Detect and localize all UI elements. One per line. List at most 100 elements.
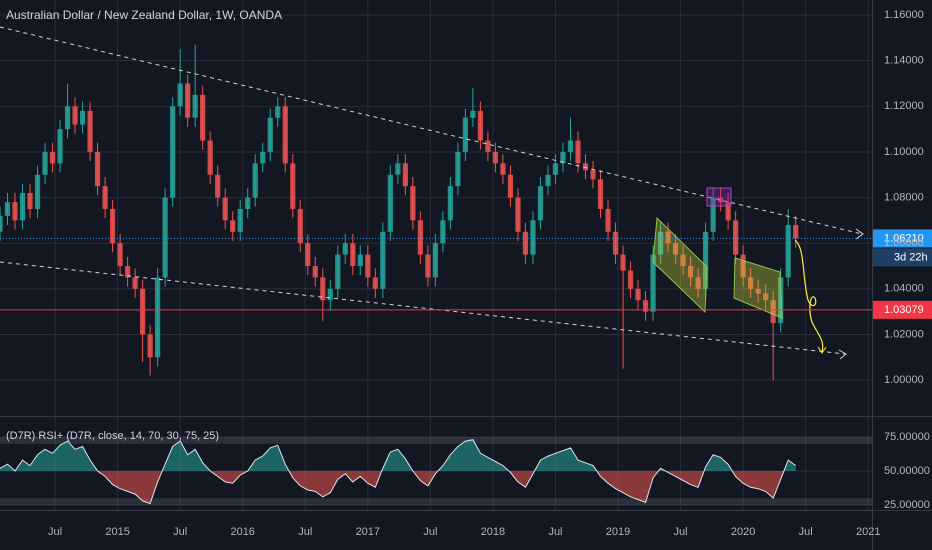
candle-body	[19, 193, 26, 221]
y-tick-label: 1.08000	[884, 191, 924, 203]
rsi-title: (D7R) RSI+ (D7R, close, 14, 70, 30, 75, …	[6, 430, 219, 442]
candle-body	[260, 151, 266, 164]
candle-body	[778, 277, 784, 324]
rsi-line	[0, 439, 796, 505]
projection-curve	[794, 239, 824, 353]
candle-body	[222, 197, 228, 221]
countdown-label: 3d 22h	[894, 251, 928, 263]
candle-body	[417, 220, 423, 255]
candle-body	[282, 106, 288, 164]
y-tick-label: 1.10000	[884, 146, 924, 158]
countdown-box	[873, 248, 932, 267]
candle-body	[342, 243, 348, 255]
candle-body	[12, 202, 18, 221]
x-tick-label: Jul	[298, 526, 312, 538]
candle-body	[230, 220, 236, 232]
arrow-head	[817, 346, 827, 354]
lower-trendline	[0, 261, 846, 355]
rsi-band	[0, 437, 872, 444]
candle-body	[297, 208, 303, 244]
candle-body	[320, 277, 326, 301]
candle-body	[763, 293, 769, 301]
y-tick-label: 1.04000	[884, 283, 924, 295]
candle-body	[335, 254, 341, 289]
x-tick-label: 2020	[731, 526, 755, 538]
candle-body	[725, 202, 731, 221]
candle-body	[755, 288, 761, 294]
candle-body	[162, 197, 168, 278]
candle-body	[687, 266, 694, 278]
candle-body	[327, 288, 333, 301]
candle-body	[500, 163, 506, 175]
candle-body	[560, 151, 566, 164]
candle-body	[290, 163, 296, 209]
candle-body	[537, 186, 544, 221]
price-label-box	[873, 300, 932, 319]
rsi-zone-fill	[0, 470, 796, 504]
candle-body	[42, 151, 48, 175]
x-tick-label: 2021	[856, 526, 880, 538]
candle-body	[612, 231, 619, 255]
candle-body	[305, 243, 311, 267]
candle-body	[109, 208, 116, 244]
candle-body	[470, 110, 476, 118]
candle-body	[0, 215, 3, 232]
candle-body	[590, 170, 596, 180]
candle-body	[72, 106, 78, 125]
rsi	[0, 439, 796, 505]
candle-body	[642, 300, 649, 312]
candle-body	[177, 83, 183, 107]
rsi-tick-label: 75.00000	[884, 431, 930, 443]
x-tick-label: 2015	[105, 526, 129, 538]
candle-body	[57, 129, 63, 164]
candle-body	[485, 140, 491, 152]
candle-body	[657, 231, 664, 255]
x-tick-label: Jul	[674, 526, 688, 538]
candle-body	[147, 334, 153, 358]
candle-body	[275, 106, 281, 118]
candle-body	[650, 254, 656, 312]
candle-body	[530, 220, 536, 255]
candle-body	[252, 163, 258, 198]
candle-body	[124, 266, 131, 278]
candle-body	[567, 140, 574, 152]
candle-body	[627, 270, 634, 289]
candle-body	[64, 106, 71, 130]
candle-body	[620, 254, 626, 271]
channel	[652, 216, 708, 314]
box	[706, 187, 732, 207]
y-tick-label: 1.16000	[884, 9, 924, 21]
candle-body	[350, 243, 356, 267]
candle-body	[672, 243, 679, 255]
candle-body	[605, 208, 611, 232]
candle-body	[79, 110, 86, 125]
candle-body	[237, 208, 243, 232]
arrow-head	[838, 349, 847, 360]
candle-body	[207, 140, 213, 175]
candle-body	[733, 220, 739, 255]
candle-body	[27, 193, 33, 209]
upper-trendline	[0, 26, 863, 235]
rsi-zone-fill	[0, 439, 796, 471]
candle-body	[170, 106, 176, 198]
candle-body	[192, 94, 198, 118]
rsi-tick-label: 25.00000	[884, 499, 930, 511]
y-tick-label: 1.12000	[884, 100, 924, 112]
candle-body	[380, 231, 386, 289]
price-label: 1.03079	[884, 304, 924, 316]
candle-body	[94, 151, 101, 187]
candle-body	[395, 163, 401, 175]
x-tick-label: 2017	[356, 526, 380, 538]
candle-body	[139, 288, 146, 335]
candle-body	[447, 186, 454, 221]
drawings	[0, 26, 864, 360]
rsi-bands	[0, 437, 872, 505]
candle-body	[793, 224, 799, 239]
candle-body	[267, 117, 273, 152]
candle-body	[200, 94, 206, 141]
x-tick-label: Jul	[799, 526, 813, 538]
x-tick-label: Jul	[548, 526, 562, 538]
y-tick-label: 1.14000	[884, 55, 924, 67]
candle-body	[102, 186, 108, 209]
